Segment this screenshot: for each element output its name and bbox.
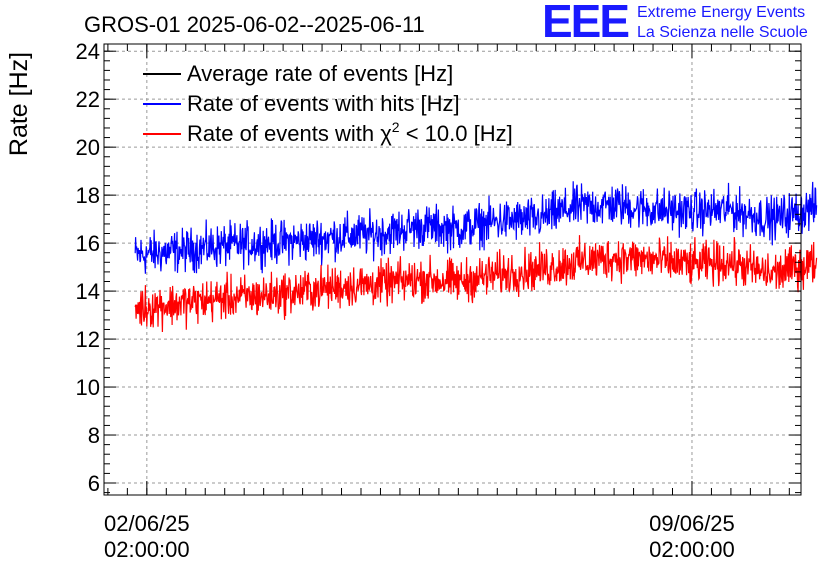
chart-title: GROS-01 2025-06-02--2025-06-11	[84, 12, 425, 37]
y-axis-label: Rate [Hz]	[5, 52, 33, 156]
logo-text-line1: Extreme Energy Events	[637, 4, 806, 21]
x-tick-label-time: 02:00:00	[104, 537, 190, 562]
legend-chi-symbol: χ	[380, 121, 392, 146]
series-line-hits	[134, 181, 818, 274]
y-tick-label: 22	[76, 87, 100, 112]
y-tick-label: 20	[76, 135, 100, 160]
y-tick-label: 12	[76, 327, 100, 352]
logo-text-line2: La Scienza nelle Scuole	[637, 24, 808, 41]
y-tick-label: 8	[88, 423, 100, 448]
x-tick-label-date: 09/06/25	[649, 511, 735, 536]
y-tick-label: 24	[76, 39, 100, 64]
y-tick-label: 14	[76, 279, 100, 304]
legend-label-hits: Rate of events with hits [Hz]	[187, 91, 460, 116]
legend-chi2-prefix: Rate of events with	[187, 121, 380, 146]
plot-frame	[103, 43, 802, 496]
x-tick-label-time: 02:00:00	[649, 537, 735, 562]
y-tick-label: 10	[76, 375, 100, 400]
series-layer	[134, 181, 818, 333]
legend-chi2-suffix: < 10.0 [Hz]	[400, 121, 513, 146]
series-line-chi2	[134, 235, 818, 333]
legend-label-chi2: Rate of events with χ2 < 10.0 [Hz]	[187, 119, 513, 146]
y-tick-label: 18	[76, 183, 100, 208]
eee-logo-mark: EEE	[542, 0, 630, 47]
legend-chi-exponent: 2	[392, 119, 400, 135]
legend: Average rate of events [Hz] Rate of even…	[143, 61, 513, 146]
x-tick-label-date: 02/06/25	[104, 511, 190, 536]
y-tick-label: 6	[88, 471, 100, 496]
grid	[104, 44, 801, 495]
legend-label-avg: Average rate of events [Hz]	[187, 61, 453, 86]
axes: 68101214161820222402/06/2502:00:0009/06/…	[76, 39, 801, 562]
y-tick-label: 16	[76, 231, 100, 256]
eee-logo: EEE Extreme Energy Events La Scienza nel…	[542, 0, 832, 47]
